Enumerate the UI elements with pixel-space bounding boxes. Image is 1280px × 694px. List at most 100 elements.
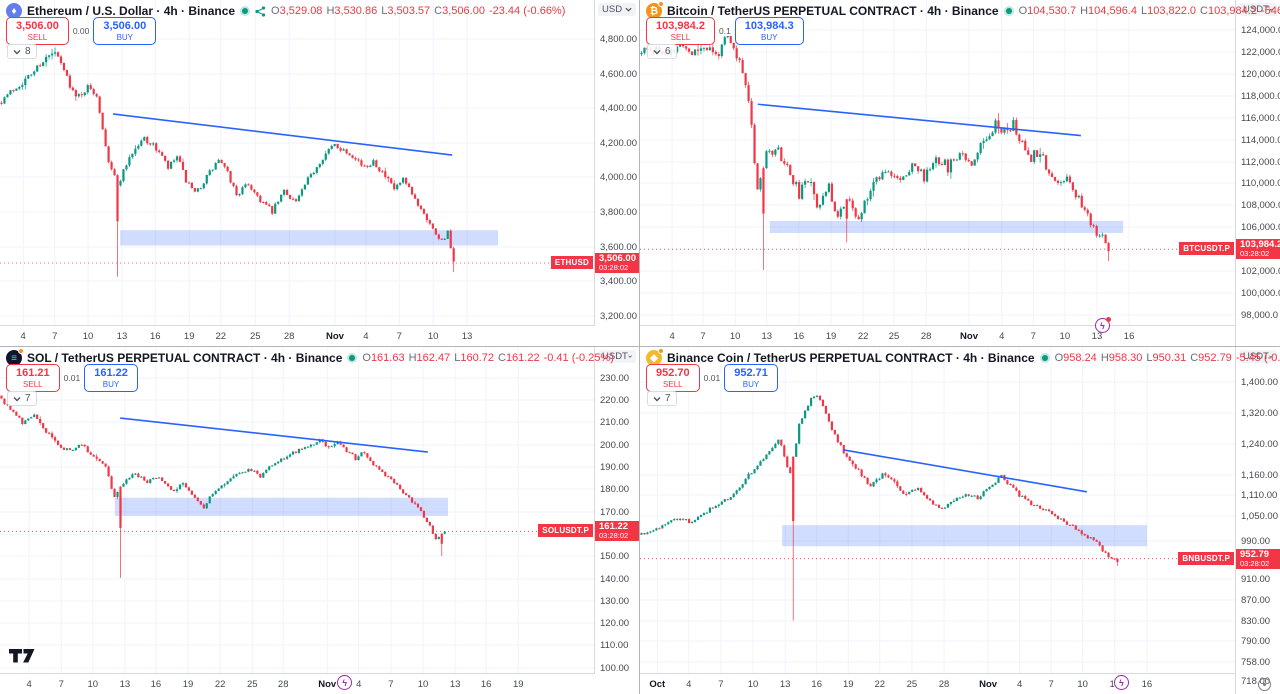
- symbol-title[interactable]: Ethereum / U.S. Dollar · 4h · Binance: [27, 4, 236, 18]
- perpetual-dot-icon: [658, 1, 664, 7]
- price-axis[interactable]: USDT 103,984.2 03:28:02 124,000.0 122,000.…: [1235, 0, 1280, 346]
- time-axis-label: 16: [149, 331, 161, 342]
- support-zone[interactable]: [782, 525, 1147, 547]
- lightning-trade-icon[interactable]: ϟ: [337, 675, 353, 690]
- time-axis-label: 22: [214, 679, 226, 690]
- symbol-title[interactable]: Bitcoin / TetherUS PERPETUAL CONTRACT · …: [667, 4, 999, 18]
- change-readout: -0.41 (-0.25%): [543, 352, 614, 364]
- time-axis-label: 4: [669, 331, 675, 342]
- price-axis-label: 108,000.0: [1241, 200, 1280, 211]
- ohlc-readout: O3,529.08 H3,530.86 L3,503.57 C3,506.00 …: [271, 5, 566, 17]
- currency-toggle[interactable]: USD: [598, 3, 636, 16]
- time-axis-label: Nov: [318, 679, 337, 690]
- object-tree-toggle[interactable]: 8: [7, 44, 37, 59]
- notification-dot: [1105, 317, 1111, 322]
- symbol-price-label: BTCUSDT.P: [1179, 242, 1234, 256]
- time-axis-label: Nov: [979, 679, 998, 690]
- price-axis-label: 1,400.00: [1241, 377, 1278, 388]
- price-axis-label: 112,000.0: [1241, 157, 1280, 168]
- change-readout: -5.45 (-0.57%): [1235, 352, 1280, 364]
- time-axis-label: 7: [396, 331, 402, 342]
- object-tree-toggle[interactable]: 7: [7, 391, 37, 406]
- price-axis-label: 110.00: [600, 640, 629, 651]
- price-axis-label: 170.00: [600, 507, 630, 518]
- price-axis-label: 114,000.0: [1241, 135, 1280, 146]
- lightning-trade-icon[interactable]: ϟ: [1094, 317, 1111, 333]
- symbol-header[interactable]: ≡ SOL / TetherUS PERPETUAL CONTRACT · 4h…: [6, 348, 614, 366]
- buy-button[interactable]: 103,984.3 BUY: [734, 17, 804, 45]
- price-axis-label: 1,240.00: [1241, 439, 1278, 450]
- time-axis-label: 22: [857, 331, 869, 342]
- time-axis-label: 25: [888, 331, 900, 342]
- object-tree-toggle[interactable]: 7: [647, 391, 677, 406]
- time-axis[interactable]: 4 7 10 13 16 19 22 25 28 Nov 4 7 10 13 16: [640, 325, 1235, 346]
- time-axis-label: 25: [249, 331, 261, 342]
- price-axis-label: 1,050.00: [1241, 511, 1278, 522]
- symbol-header[interactable]: ♦ Ethereum / U.S. Dollar · 4h · Binance …: [6, 3, 565, 19]
- time-axis-label: 16: [480, 679, 492, 690]
- time-axis[interactable]: 4 7 10 13 16 19 22 25 28 Nov 4 7 10 13: [0, 325, 595, 346]
- ohlc-readout: O161.63 H162.47 L160.72 C161.22 -0.41 (-…: [362, 352, 614, 364]
- time-axis[interactable]: Oct4710131619222528Nov47101316: [640, 673, 1235, 694]
- price-axis[interactable]: USDT 952.79 03:28:02 1,400.00 1,320.00 1,24…: [1235, 347, 1280, 694]
- time-axis[interactable]: 4 7 10 13 16 19 22 25 28 Nov 4 7 10 13 16 19: [0, 673, 595, 694]
- trendline[interactable]: [112, 113, 453, 156]
- price-axis-label: 990.00: [1241, 536, 1271, 547]
- ohlc-readout: O104,530.7 H104,596.4 L103,822.0 C103,98…: [1019, 5, 1280, 17]
- time-axis-label: 28: [920, 331, 932, 342]
- sell-button[interactable]: 952.70 SELL: [646, 364, 700, 392]
- object-tree-toggle[interactable]: 6: [647, 44, 677, 59]
- time-axis-label: 19: [825, 331, 837, 342]
- bar-countdown: 03:28:02: [1240, 249, 1270, 259]
- time-axis-label: 10: [427, 331, 439, 342]
- sell-button[interactable]: 103,984.2 SELL: [646, 17, 715, 45]
- candlestick-chart[interactable]: [0, 0, 595, 326]
- time-axis-label: 7: [58, 679, 64, 690]
- symbol-header[interactable]: ◆ Binance Coin / TetherUS PERPETUAL CONT…: [646, 348, 1280, 366]
- price-axis[interactable]: USD 3,506.00 03:28:02 4,800.00 4,600.00 4,4…: [594, 0, 639, 346]
- price-axis-label: 3,200.00: [600, 311, 637, 322]
- scale-settings-icon[interactable]: [1258, 678, 1271, 691]
- price-axis-label: 758.00: [1241, 657, 1271, 668]
- currency-toggle[interactable]: USDT: [1239, 350, 1277, 363]
- price-axis-label: 190.00: [600, 462, 630, 473]
- bar-countdown: 03:28:02: [1240, 558, 1270, 568]
- chevron-down-icon: [625, 7, 632, 12]
- time-axis-label: 19: [182, 679, 194, 690]
- candles: [640, 394, 1119, 621]
- time-axis-label: 22: [215, 331, 227, 342]
- support-zone[interactable]: [769, 220, 1124, 234]
- candlestick-chart[interactable]: [640, 347, 1235, 673]
- trade-buttons: 103,984.2 SELL 0.1 103,984.3 BUY: [646, 17, 804, 45]
- market-status-icon: [1005, 8, 1012, 14]
- buy-button[interactable]: 952.71 BUY: [724, 364, 778, 392]
- trendline[interactable]: [120, 417, 428, 453]
- buy-button[interactable]: 3,506.00 BUY: [93, 17, 157, 45]
- candlestick-chart[interactable]: [0, 347, 595, 673]
- support-zone[interactable]: [114, 497, 449, 516]
- support-zone[interactable]: [120, 230, 499, 246]
- tradingview-logo[interactable]: [9, 649, 35, 668]
- symbol-title[interactable]: Binance Coin / TetherUS PERPETUAL CONTRA…: [667, 351, 1035, 365]
- symbol-header[interactable]: ₿ Bitcoin / TetherUS PERPETUAL CONTRACT …: [646, 1, 1280, 19]
- last-price-badge: 3,506.00 03:28:02: [595, 252, 639, 273]
- sell-button[interactable]: 161.21 SELL: [6, 364, 60, 392]
- currency-toggle[interactable]: USDT: [598, 350, 636, 363]
- buy-button[interactable]: 161.22 BUY: [84, 364, 138, 392]
- share-nodes-icon[interactable]: [255, 5, 266, 17]
- trendline[interactable]: [842, 449, 1087, 493]
- symbol-title[interactable]: SOL / TetherUS PERPETUAL CONTRACT · 4h ·…: [27, 351, 343, 365]
- time-axis-label: 10: [729, 331, 741, 342]
- currency-toggle[interactable]: USDT: [1239, 3, 1277, 16]
- time-axis-label: 19: [183, 331, 195, 342]
- trendline[interactable]: [757, 103, 1081, 137]
- price-axis-label: 130.00: [600, 596, 630, 607]
- sell-button[interactable]: 3,506.00 SELL: [6, 17, 69, 45]
- time-axis-label: Oct: [649, 679, 666, 690]
- candlestick-chart[interactable]: [640, 0, 1235, 326]
- time-axis-label: 28: [938, 679, 950, 690]
- price-axis-label: 210.00: [600, 417, 630, 428]
- price-axis[interactable]: USDT 161.22 03:28:02 230.00 220.00 210.00 20…: [594, 347, 639, 694]
- lightning-trade-icon[interactable]: ϟ: [1113, 675, 1129, 690]
